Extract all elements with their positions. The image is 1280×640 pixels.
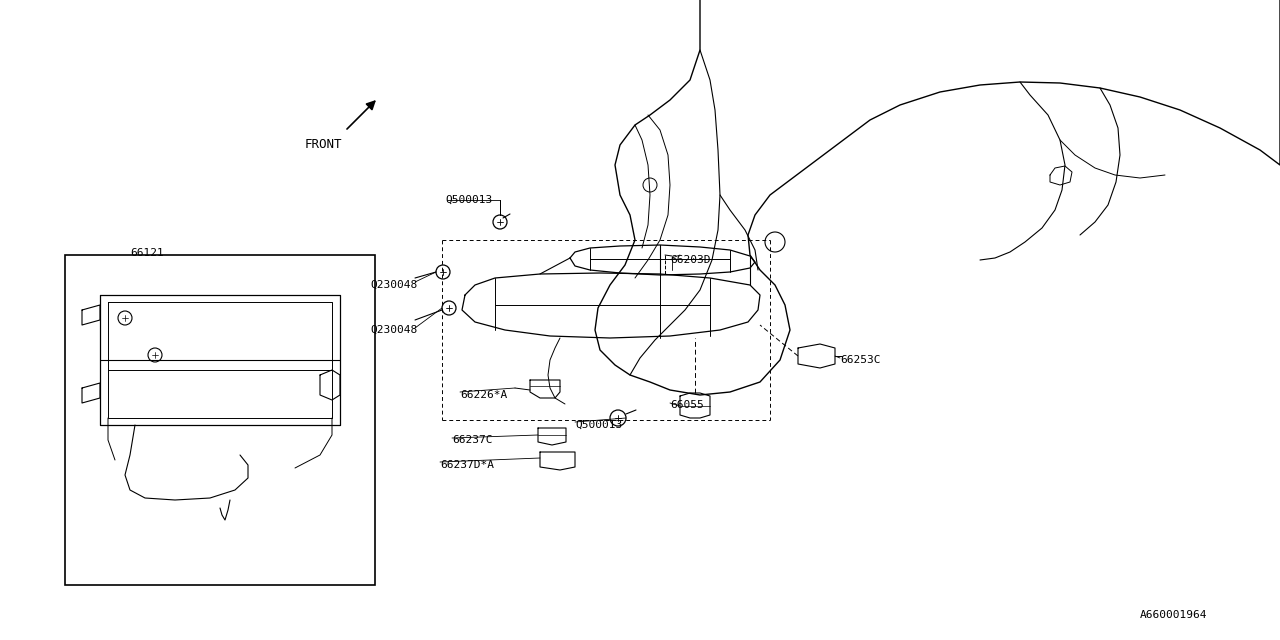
Text: 66121: 66121	[131, 248, 164, 258]
Text: Q230048: Q230048	[370, 280, 417, 290]
Text: Q230048: Q230048	[370, 325, 417, 335]
Bar	[65, 255, 375, 585]
Text: Q500013: Q500013	[445, 195, 493, 205]
Text: FRONT: FRONT	[305, 138, 343, 151]
Text: Q500013: Q500013	[575, 420, 622, 430]
Text: 66203D: 66203D	[669, 255, 710, 265]
Text: 66237C: 66237C	[452, 435, 493, 445]
Text: 66055: 66055	[669, 400, 704, 410]
Text: 66237D*A: 66237D*A	[440, 460, 494, 470]
Text: 66253C: 66253C	[840, 355, 881, 365]
Text: 66226*A: 66226*A	[460, 390, 507, 400]
Text: A660001964: A660001964	[1140, 610, 1207, 620]
